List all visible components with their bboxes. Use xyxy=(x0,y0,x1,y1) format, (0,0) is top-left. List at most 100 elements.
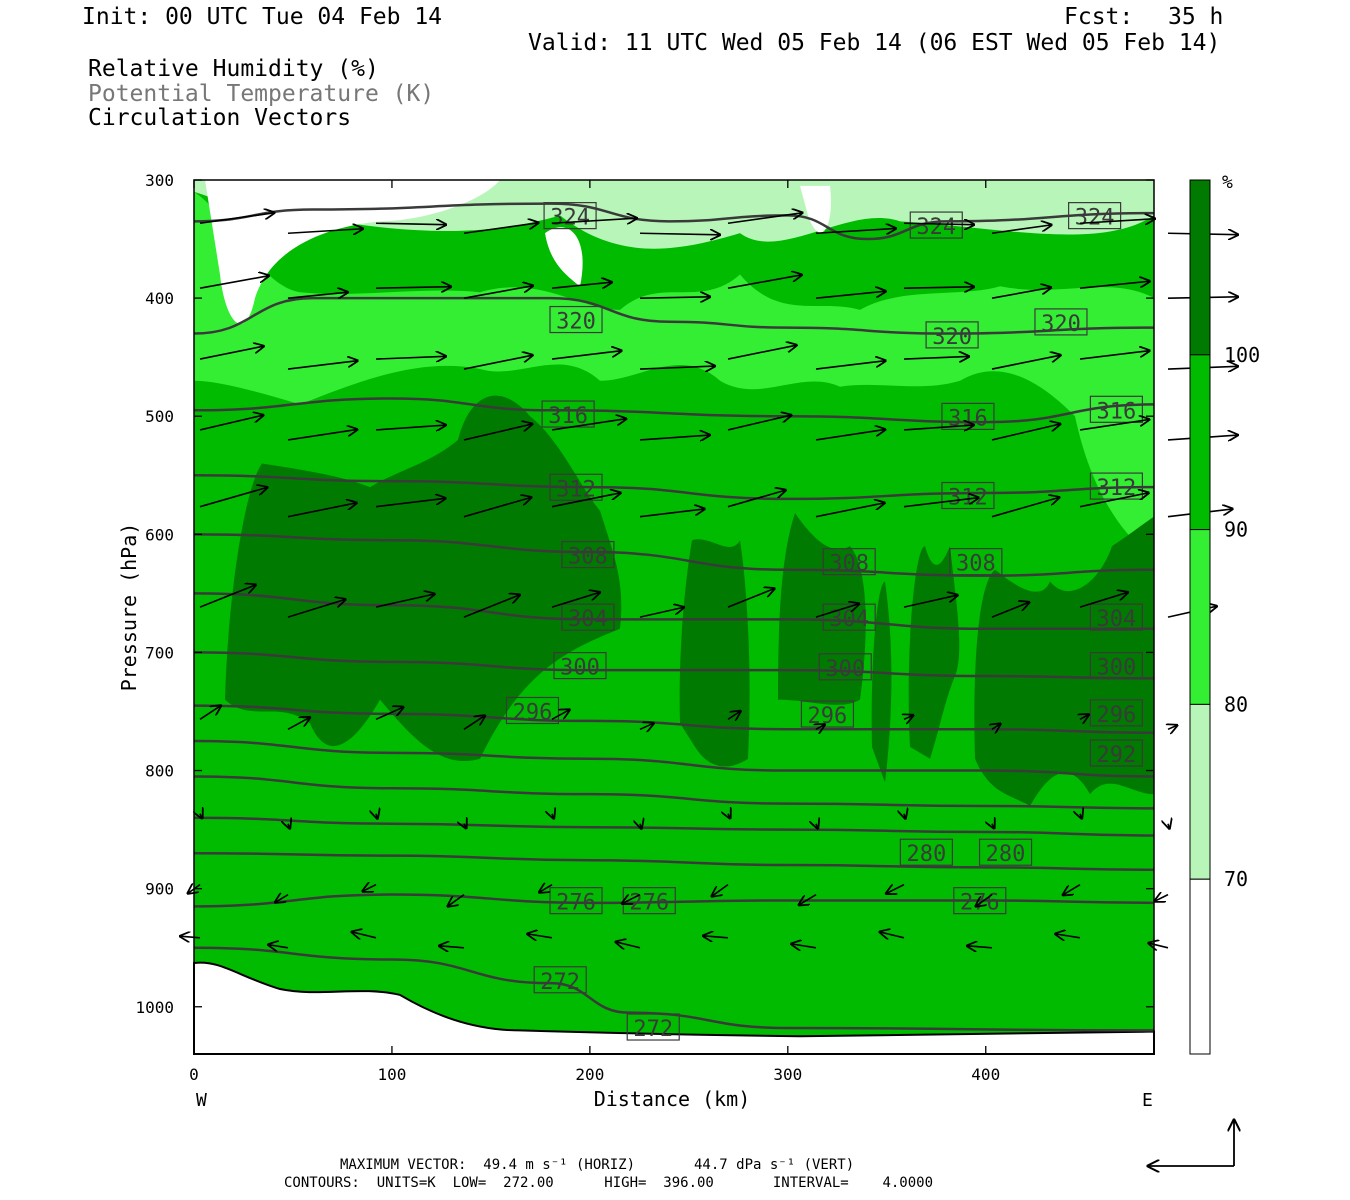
x-tick-label-300: 300 xyxy=(773,1065,802,1084)
theta-label-box-280-0 xyxy=(899,838,953,866)
rh-lt70-pocket xyxy=(205,180,500,324)
theta-contour-316 xyxy=(193,397,1155,424)
circulation-vector-1-10 xyxy=(1079,281,1150,289)
theta-label-box-280-1 xyxy=(978,838,1033,866)
theta-label-box-304-2 xyxy=(1089,603,1143,631)
rh-lt70-pocket-3 xyxy=(800,185,831,233)
colorbar-segment-4 xyxy=(1189,878,1211,1055)
circulation-vector-7-7 xyxy=(816,824,818,829)
y-tick-label-600: 600 xyxy=(145,525,174,544)
circulation-vector-1-1 xyxy=(287,292,348,299)
circulation-vector-8-4 xyxy=(539,885,553,893)
colorbar-segment-1 xyxy=(1189,354,1211,531)
circulation-vector-2-4 xyxy=(551,351,621,360)
circulation-vector-9-3 xyxy=(439,946,465,948)
legend-vectors: Circulation Vectors xyxy=(88,105,352,131)
circulation-vector-8-7 xyxy=(799,893,817,905)
east-label: E xyxy=(1142,1090,1153,1111)
theta-label-308-1: 308 xyxy=(829,552,869,577)
theta-contour-312 xyxy=(193,474,1155,501)
circulation-vector-3-8 xyxy=(903,425,974,430)
theta-contour-320 xyxy=(193,296,1155,335)
circulation-vector-2-5 xyxy=(639,366,715,369)
circulation-vector-8-3 xyxy=(448,893,465,907)
y-axis-label: Pressure (hPa) xyxy=(117,523,141,692)
max-vector-note: MAXIMUM VECTOR: 49.4 m s⁻¹ (HORIZ) 44.7 … xyxy=(340,1157,855,1173)
theta-label-312-1: 312 xyxy=(948,486,988,511)
circulation-vector-7-10 xyxy=(1080,814,1082,819)
circulation-vector-8-1 xyxy=(275,895,289,903)
circulation-vector-8-11 xyxy=(1155,895,1169,902)
theta-contour-292 xyxy=(193,739,1155,778)
circulation-vector-2-0 xyxy=(199,346,264,360)
colorbar-segment-3 xyxy=(1189,703,1211,880)
circulation-vector-0-5 xyxy=(639,233,720,235)
circulation-vector-8-2 xyxy=(363,885,377,892)
rh-ge100-blob-west xyxy=(225,395,622,762)
circulation-vector-1-4 xyxy=(551,282,612,289)
circulation-vector-5-1 xyxy=(287,599,345,618)
theta-label-320-1: 320 xyxy=(932,325,972,350)
theta-label-box-300-1 xyxy=(818,653,872,681)
circulation-vector-5-6 xyxy=(727,589,774,608)
circulation-vector-1-6 xyxy=(727,275,802,289)
theta-label-box-320-2 xyxy=(1034,308,1088,336)
theta-label-280-1: 280 xyxy=(986,842,1026,867)
circulation-vector-6-0 xyxy=(199,706,221,720)
circulation-vector-6-5 xyxy=(639,723,654,729)
circulation-vector-1-2 xyxy=(375,287,451,288)
y-tick-label-700: 700 xyxy=(145,643,174,662)
circulation-vector-3-5 xyxy=(639,435,710,440)
theta-label-296-2: 296 xyxy=(1097,703,1137,728)
circulation-vector-0-4 xyxy=(551,218,637,223)
theta-label-308-0: 308 xyxy=(568,545,608,570)
circulation-vector-6-6 xyxy=(727,711,741,719)
circulation-vector-2-3 xyxy=(463,355,533,370)
theta-label-box-320-1 xyxy=(925,321,979,349)
theta-contour-280 xyxy=(193,851,1155,872)
circulation-vector-4-7 xyxy=(815,503,885,518)
theta-contour-272 xyxy=(193,946,1155,1032)
rh-ge100-blob-center xyxy=(679,539,750,767)
theta-contour-304 xyxy=(193,592,1154,631)
circulation-vector-5-10 xyxy=(1079,592,1128,608)
theta-label-300-0: 300 xyxy=(560,656,600,681)
theta-label-box-308-0 xyxy=(561,540,615,569)
circulation-vector-9-4 xyxy=(527,934,553,938)
theta-label-300-2: 300 xyxy=(1097,656,1137,681)
circulation-vector-7-0 xyxy=(200,814,202,819)
theta-label-box-272-1 xyxy=(626,1013,680,1041)
contour-info-note: CONTOURS: UNITS=K LOW= 272.00 HIGH= 396.… xyxy=(284,1175,934,1191)
circulation-vector-9-10 xyxy=(1055,934,1081,938)
rh-80-90-region xyxy=(194,191,1154,558)
circulation-vector-7-3 xyxy=(464,824,466,829)
theta-label-box-324-2 xyxy=(1068,202,1122,230)
theta-label-276-0: 276 xyxy=(556,891,596,916)
circulation-vector-5-5 xyxy=(639,607,684,618)
plot-frame xyxy=(193,179,1155,1055)
legend-rh: Relative Humidity (%) xyxy=(88,56,379,82)
circulation-vector-1-5 xyxy=(639,297,710,298)
theta-contour-300 xyxy=(193,651,1155,680)
circulation-vector-4-2 xyxy=(375,498,445,508)
rh-ge100-blob-mid xyxy=(778,513,866,705)
circulation-vector-9-1 xyxy=(268,945,289,948)
circulation-vector-0-10 xyxy=(1079,219,1155,223)
init-time: Init: 00 UTC Tue 04 Feb 14 xyxy=(82,4,443,30)
circulation-vector-3-2 xyxy=(375,425,446,430)
circulation-vector-3-6 xyxy=(727,415,791,431)
vector-key-layer xyxy=(1148,1120,1234,1166)
theta-contour-276 xyxy=(193,893,1155,908)
circulation-vector-4-8 xyxy=(903,498,978,508)
forecast-label: Fcst: xyxy=(1064,4,1134,30)
circulation-vector-6-4 xyxy=(551,710,570,720)
y-tick-label-500: 500 xyxy=(145,407,174,426)
circulation-vector-6-11 xyxy=(1168,725,1177,729)
theta-label-316-2: 316 xyxy=(1097,399,1137,424)
circulation-vector-9-9 xyxy=(967,946,993,948)
circulation-vector-3-0 xyxy=(199,415,263,431)
theta-label-272-0: 272 xyxy=(540,970,580,995)
circulation-vector-4-1 xyxy=(287,503,357,518)
west-label: W xyxy=(196,1090,207,1111)
